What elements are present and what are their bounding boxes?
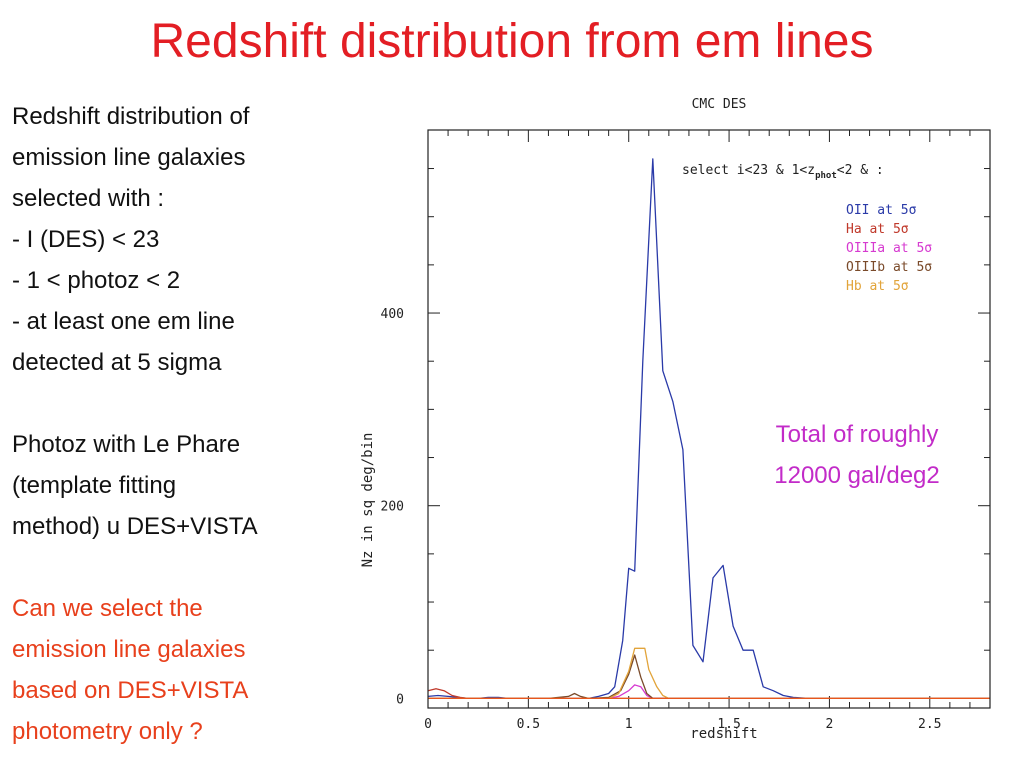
question-line: based on DES+VISTA <box>12 677 249 704</box>
series-line <box>427 158 990 700</box>
spacer <box>12 383 352 424</box>
description-line: - at least one em line <box>12 308 235 335</box>
y-tick-label: 200 <box>381 500 404 515</box>
description-line: selected with : <box>12 185 165 212</box>
description-line: - I (DES) < 23 <box>12 226 160 253</box>
chart-title: CMC DES <box>692 97 747 112</box>
legend-entry: Ha at 5σ <box>846 222 909 237</box>
x-tick-label: 0 <box>424 717 432 732</box>
x-tick-label: 2.5 <box>918 717 941 732</box>
description-line: Redshift distribution of <box>12 103 250 130</box>
description-line: emission line galaxies <box>12 144 246 171</box>
legend-entry: Hb at 5σ <box>846 279 909 294</box>
total-note: Total of roughly 12000 gal/deg2 <box>742 414 972 496</box>
selection-text: select i<23 & 1<zphot<2 & : <box>682 163 884 181</box>
selection-prefix: select i<23 & 1<z <box>682 163 815 178</box>
series-line <box>428 684 990 700</box>
y-axis-label: Nz in sq deg/bin <box>360 433 376 568</box>
plot-frame <box>427 129 991 709</box>
x-tick-label: 0.5 <box>517 717 540 732</box>
slide-title: Redshift distribution from em lines <box>150 15 874 68</box>
series-line <box>427 688 990 700</box>
y-tick-label: 400 <box>381 307 404 322</box>
legend-entry: OIIIa at 5σ <box>846 241 932 256</box>
spacer <box>12 547 352 588</box>
question-line: photometry only ? <box>12 718 203 745</box>
selection-subscript: phot <box>815 171 837 181</box>
question-line: emission line galaxies <box>12 636 246 663</box>
series-layer <box>427 158 990 700</box>
method-line: Photoz with Le Phare <box>12 431 241 458</box>
selection-suffix: <2 & : <box>837 163 884 178</box>
method-line: method) u DES+VISTA <box>12 513 258 540</box>
redshift-chart: CMC DES 0 0.5 1 1.5 2 2.5 0 200 400 redshift Nz … <box>360 97 991 742</box>
note-line: Total of roughly <box>775 421 939 448</box>
legend: OII at 5σ Ha at 5σ OIIIa at 5σ OIIIb at 5σ H… <box>846 203 932 294</box>
note-line: 12000 gal/deg2 <box>774 462 940 489</box>
x-tick-label: 1.5 <box>717 717 740 732</box>
x-tick-label: 2 <box>826 717 834 732</box>
description-line: detected at 5 sigma <box>12 349 222 376</box>
x-tick-label: 1 <box>625 717 633 732</box>
question-line: Can we select the <box>12 595 203 622</box>
series-line <box>428 654 990 700</box>
y-tick-label: 0 <box>396 692 404 707</box>
method-line: (template fitting <box>12 472 177 499</box>
description-text: Redshift distribution of emission line g… <box>12 96 352 752</box>
legend-entry: OIIIb at 5σ <box>846 260 932 275</box>
tick-layer: 0 0.5 1 1.5 2 2.5 0 200 400 <box>381 130 990 732</box>
description-line: - 1 < photoz < 2 <box>12 267 181 294</box>
series-line <box>428 647 990 700</box>
legend-entry: OII at 5σ <box>846 203 917 218</box>
x-axis-label: redshift <box>690 726 757 742</box>
